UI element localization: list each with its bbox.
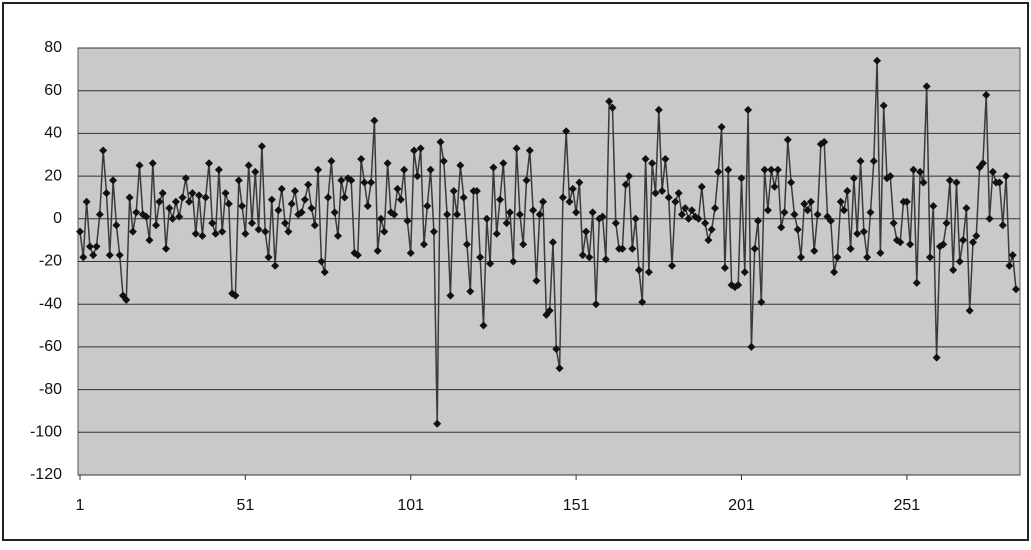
y-tick-label: 40 bbox=[44, 125, 62, 142]
y-tick-label: -20 bbox=[39, 253, 62, 270]
page: -120-100-80-60-40-2002040608015110115120… bbox=[0, 0, 1031, 550]
y-tick-label: 0 bbox=[53, 210, 62, 227]
y-tick-label: 80 bbox=[44, 39, 62, 56]
x-tick-label: 51 bbox=[236, 497, 254, 514]
y-tick-label: -100 bbox=[30, 424, 62, 441]
y-tick-label: -40 bbox=[39, 295, 62, 312]
y-tick-label: 20 bbox=[44, 167, 62, 184]
y-tick-label: -120 bbox=[30, 466, 62, 483]
chart: -120-100-80-60-40-2002040608015110115120… bbox=[0, 0, 1031, 545]
y-tick-label: 60 bbox=[44, 82, 62, 99]
y-tick-label: -60 bbox=[39, 338, 62, 355]
x-tick-label: 101 bbox=[397, 497, 424, 514]
y-tick-label: -80 bbox=[39, 381, 62, 398]
x-tick-label: 201 bbox=[728, 497, 755, 514]
x-tick-label: 251 bbox=[894, 497, 921, 514]
x-tick-label: 1 bbox=[76, 497, 85, 514]
x-tick-label: 151 bbox=[563, 497, 590, 514]
